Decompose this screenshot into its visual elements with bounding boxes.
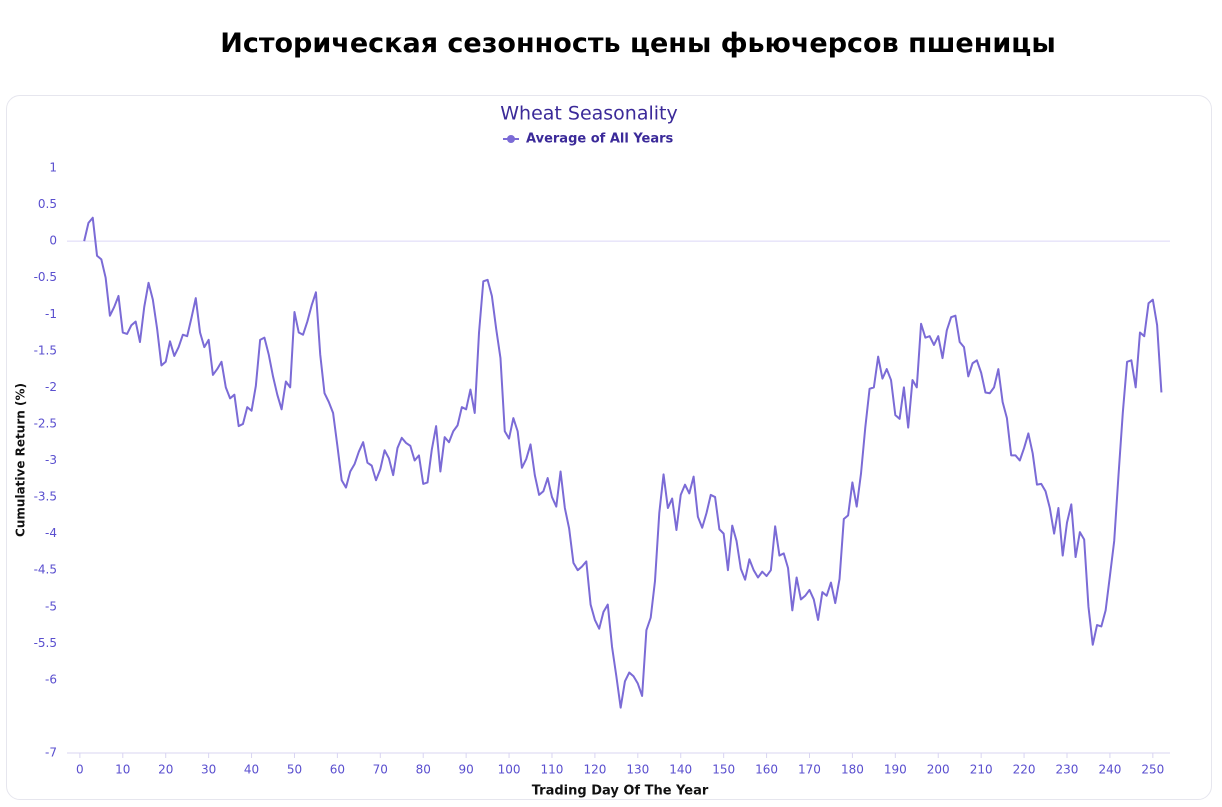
y-tick-label: -4.5 [34,563,57,577]
x-tick-label: 180 [841,763,864,777]
x-tick-label: 100 [498,763,521,777]
x-tick-label: 190 [884,763,907,777]
chart-card [6,95,1212,800]
series-line [83,216,1163,709]
y-tick-label: 0 [49,234,57,248]
x-tick-label: 70 [373,763,388,777]
y-tick-label: -7 [45,746,57,760]
x-tick-label: 250 [1141,763,1164,777]
legend-marker [507,135,515,143]
x-tick-label: 20 [158,763,173,777]
x-tick-label: 10 [115,763,130,777]
x-axis-label: Trading Day Of The Year [532,784,709,799]
y-tick-label: -0.5 [34,270,57,284]
page-title: Историческая сезонность цены фьючерсов п… [220,28,1056,59]
x-tick-label: 30 [201,763,216,777]
x-tick-label: 0 [76,763,84,777]
x-tick-label: 50 [287,763,302,777]
x-tick-label: 60 [330,763,345,777]
chart-title: Wheat Seasonality [500,103,678,125]
y-tick-label: -5 [45,599,57,613]
y-tick-label: -5.5 [34,636,57,650]
x-tick-label: 130 [626,763,649,777]
x-tick-label: 90 [458,763,473,777]
x-tick-label: 80 [416,763,431,777]
x-tick-label: 110 [541,763,564,777]
y-tick-label: -3.5 [34,490,57,504]
y-tick-label: 1 [49,161,57,175]
x-tick-label: 40 [244,763,259,777]
y-tick-label: -2.5 [34,416,57,430]
y-tick-label: -3 [45,453,57,467]
y-axis-label: Cumulative Return (%) [14,383,28,537]
x-tick-label: 160 [755,763,778,777]
y-tick-label: -2 [45,380,57,394]
x-tick-label: 240 [1098,763,1121,777]
x-tick-label: 170 [798,763,821,777]
y-tick-label: -1.5 [34,343,57,357]
y-tick-label: 0.5 [38,197,57,211]
x-tick-label: 230 [1056,763,1079,777]
x-tick-label: 220 [1013,763,1036,777]
legend-label: Average of All Years [526,132,674,147]
x-tick-label: 150 [712,763,735,777]
y-tick-label: -4 [45,526,57,540]
y-tick-label: -1 [45,307,57,321]
x-tick-label: 140 [669,763,692,777]
x-tick-label: 120 [583,763,606,777]
x-tick-label: 200 [927,763,950,777]
y-tick-label: -6 [45,672,57,686]
x-tick-label: 210 [970,763,993,777]
